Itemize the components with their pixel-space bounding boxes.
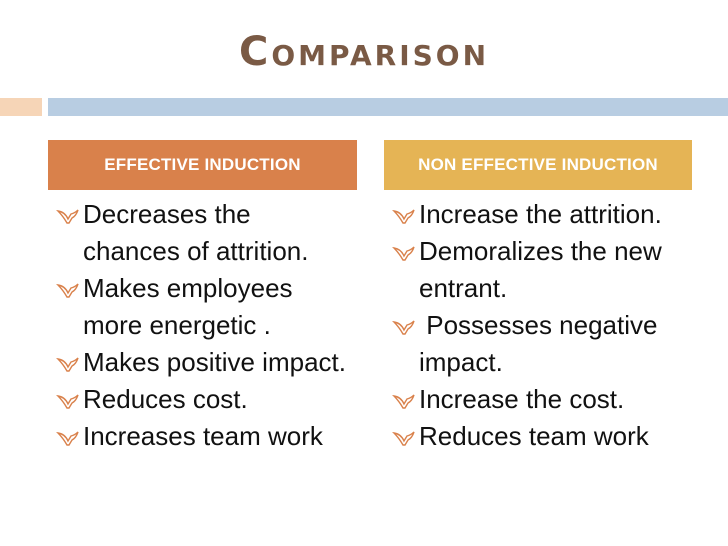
dove-bullet-icon — [56, 394, 79, 409]
list-item: Makes employees more energetic . — [56, 270, 346, 344]
accent-bar-right — [48, 98, 728, 116]
list-item: Increases team work — [56, 418, 346, 455]
dove-bullet-icon — [392, 209, 415, 224]
dove-bullet-icon — [392, 394, 415, 409]
effective-induction-list: Decreases the chances of attrition. Make… — [56, 196, 346, 455]
list-item: Makes positive impact. — [56, 344, 346, 381]
list-item-text: Makes positive impact. — [83, 347, 346, 377]
list-item: Decreases the chances of attrition. — [56, 196, 346, 270]
header-non-effective-induction: NON EFFECTIVE INDUCTION — [384, 140, 692, 190]
list-item-text: Increase the cost. — [419, 384, 625, 414]
list-item-text: Reduces team work — [419, 421, 649, 451]
dove-bullet-icon — [392, 431, 415, 446]
non-effective-induction-list: Increase the attrition. Demoralizes the … — [392, 196, 692, 455]
list-item-text: Increases team work — [83, 421, 323, 451]
list-item-text: Decreases the chances of attrition. — [83, 199, 309, 266]
list-item: Increase the attrition. — [392, 196, 692, 233]
list-item-text: Makes employees more energetic . — [83, 273, 293, 340]
list-item: Possesses negative impact. — [392, 307, 692, 381]
accent-bar-left — [0, 98, 42, 116]
dove-bullet-icon — [392, 246, 415, 261]
list-item-text: Reduces cost. — [83, 384, 248, 414]
header-effective-induction: EFFECTIVE INDUCTION — [48, 140, 357, 190]
slide-title: Comparison — [238, 29, 490, 75]
dove-bullet-icon — [56, 357, 79, 372]
dove-bullet-icon — [392, 320, 415, 335]
list-item-text: Possesses negative impact. — [419, 310, 665, 377]
dove-bullet-icon — [56, 283, 79, 298]
list-item: Reduces team work — [392, 418, 692, 455]
list-item-text: Increase the attrition. — [419, 199, 662, 229]
list-item: Demoralizes the new entrant. — [392, 233, 692, 307]
dove-bullet-icon — [56, 209, 79, 224]
list-item: Increase the cost. — [392, 381, 692, 418]
list-item: Reduces cost. — [56, 381, 346, 418]
dove-bullet-icon — [56, 431, 79, 446]
list-item-text: Demoralizes the new entrant. — [419, 236, 662, 303]
